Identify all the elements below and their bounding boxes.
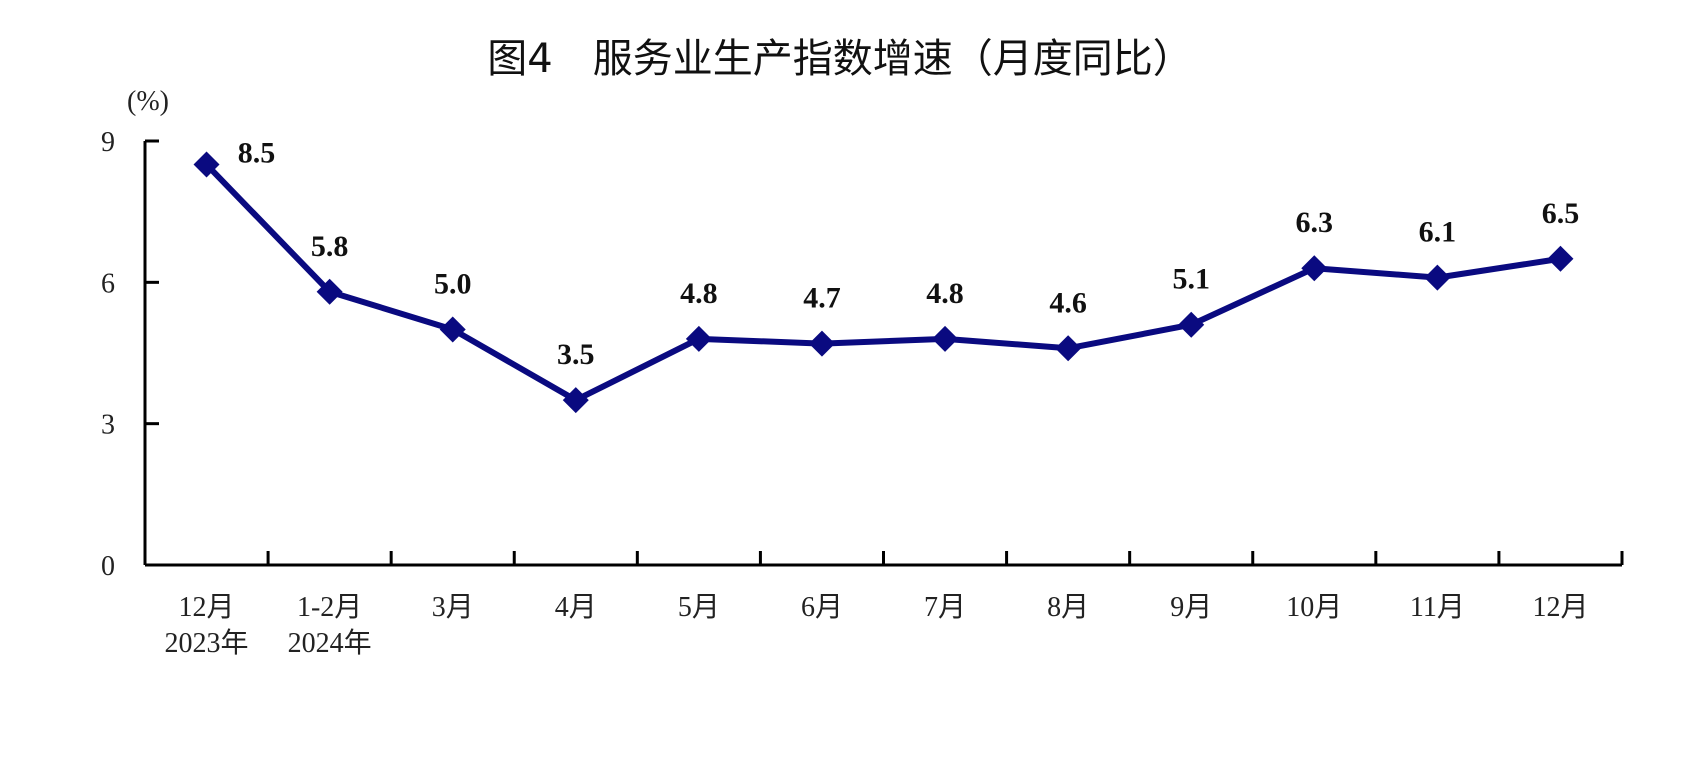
data-label: 4.7	[803, 282, 841, 315]
x-tick-label: 5月	[678, 592, 720, 623]
x-tick-label: 7月	[924, 592, 966, 623]
data-point-marker	[1178, 311, 1205, 338]
y-tick-label: 9	[101, 127, 115, 158]
y-tick-label: 3	[101, 410, 115, 441]
x-tick-label: 9月	[1170, 592, 1212, 623]
data-point-marker	[439, 316, 466, 343]
data-label: 4.6	[1049, 286, 1087, 319]
x-tick-label: 12月	[1532, 592, 1588, 623]
y-axis-unit: (%)	[127, 86, 169, 117]
data-label: 6.1	[1419, 216, 1457, 249]
data-point-marker	[562, 387, 589, 414]
data-label: 5.0	[434, 267, 472, 300]
data-point-marker	[808, 330, 835, 357]
data-point-marker	[932, 325, 959, 352]
x-tick-label: 10月	[1286, 592, 1342, 623]
x-tick-label: 4月	[555, 592, 597, 623]
data-label: 3.5	[557, 338, 595, 371]
y-tick-label: 6	[101, 268, 115, 299]
x-tick-label: 11月	[1410, 592, 1465, 623]
data-label: 5.1	[1172, 263, 1210, 296]
data-label: 6.5	[1542, 197, 1580, 230]
x-tick-label: 6月	[801, 592, 843, 623]
data-label: 4.8	[680, 277, 718, 310]
data-label: 8.5	[238, 137, 276, 170]
data-point-marker	[685, 325, 712, 352]
data-point-marker	[1424, 264, 1451, 291]
data-point-marker	[316, 278, 343, 305]
data-point-marker	[1055, 335, 1082, 362]
data-label: 5.8	[311, 230, 349, 263]
data-label: 4.8	[926, 277, 964, 310]
data-point-marker	[193, 151, 220, 178]
data-label: 6.3	[1296, 206, 1334, 239]
series-line	[204, 162, 1561, 404]
x-tick-label: 3月	[432, 592, 474, 623]
x-tick-label: 12月 2023年	[165, 592, 249, 659]
data-point-marker	[1301, 255, 1328, 282]
data-point-marker	[1547, 245, 1574, 272]
x-tick-label: 1-2月 2024年	[288, 592, 372, 659]
x-tick-label: 8月	[1047, 592, 1089, 623]
y-tick-label: 0	[101, 551, 115, 582]
chart-title: 图4 服务业生产指数增速（月度同比）	[487, 36, 1192, 82]
